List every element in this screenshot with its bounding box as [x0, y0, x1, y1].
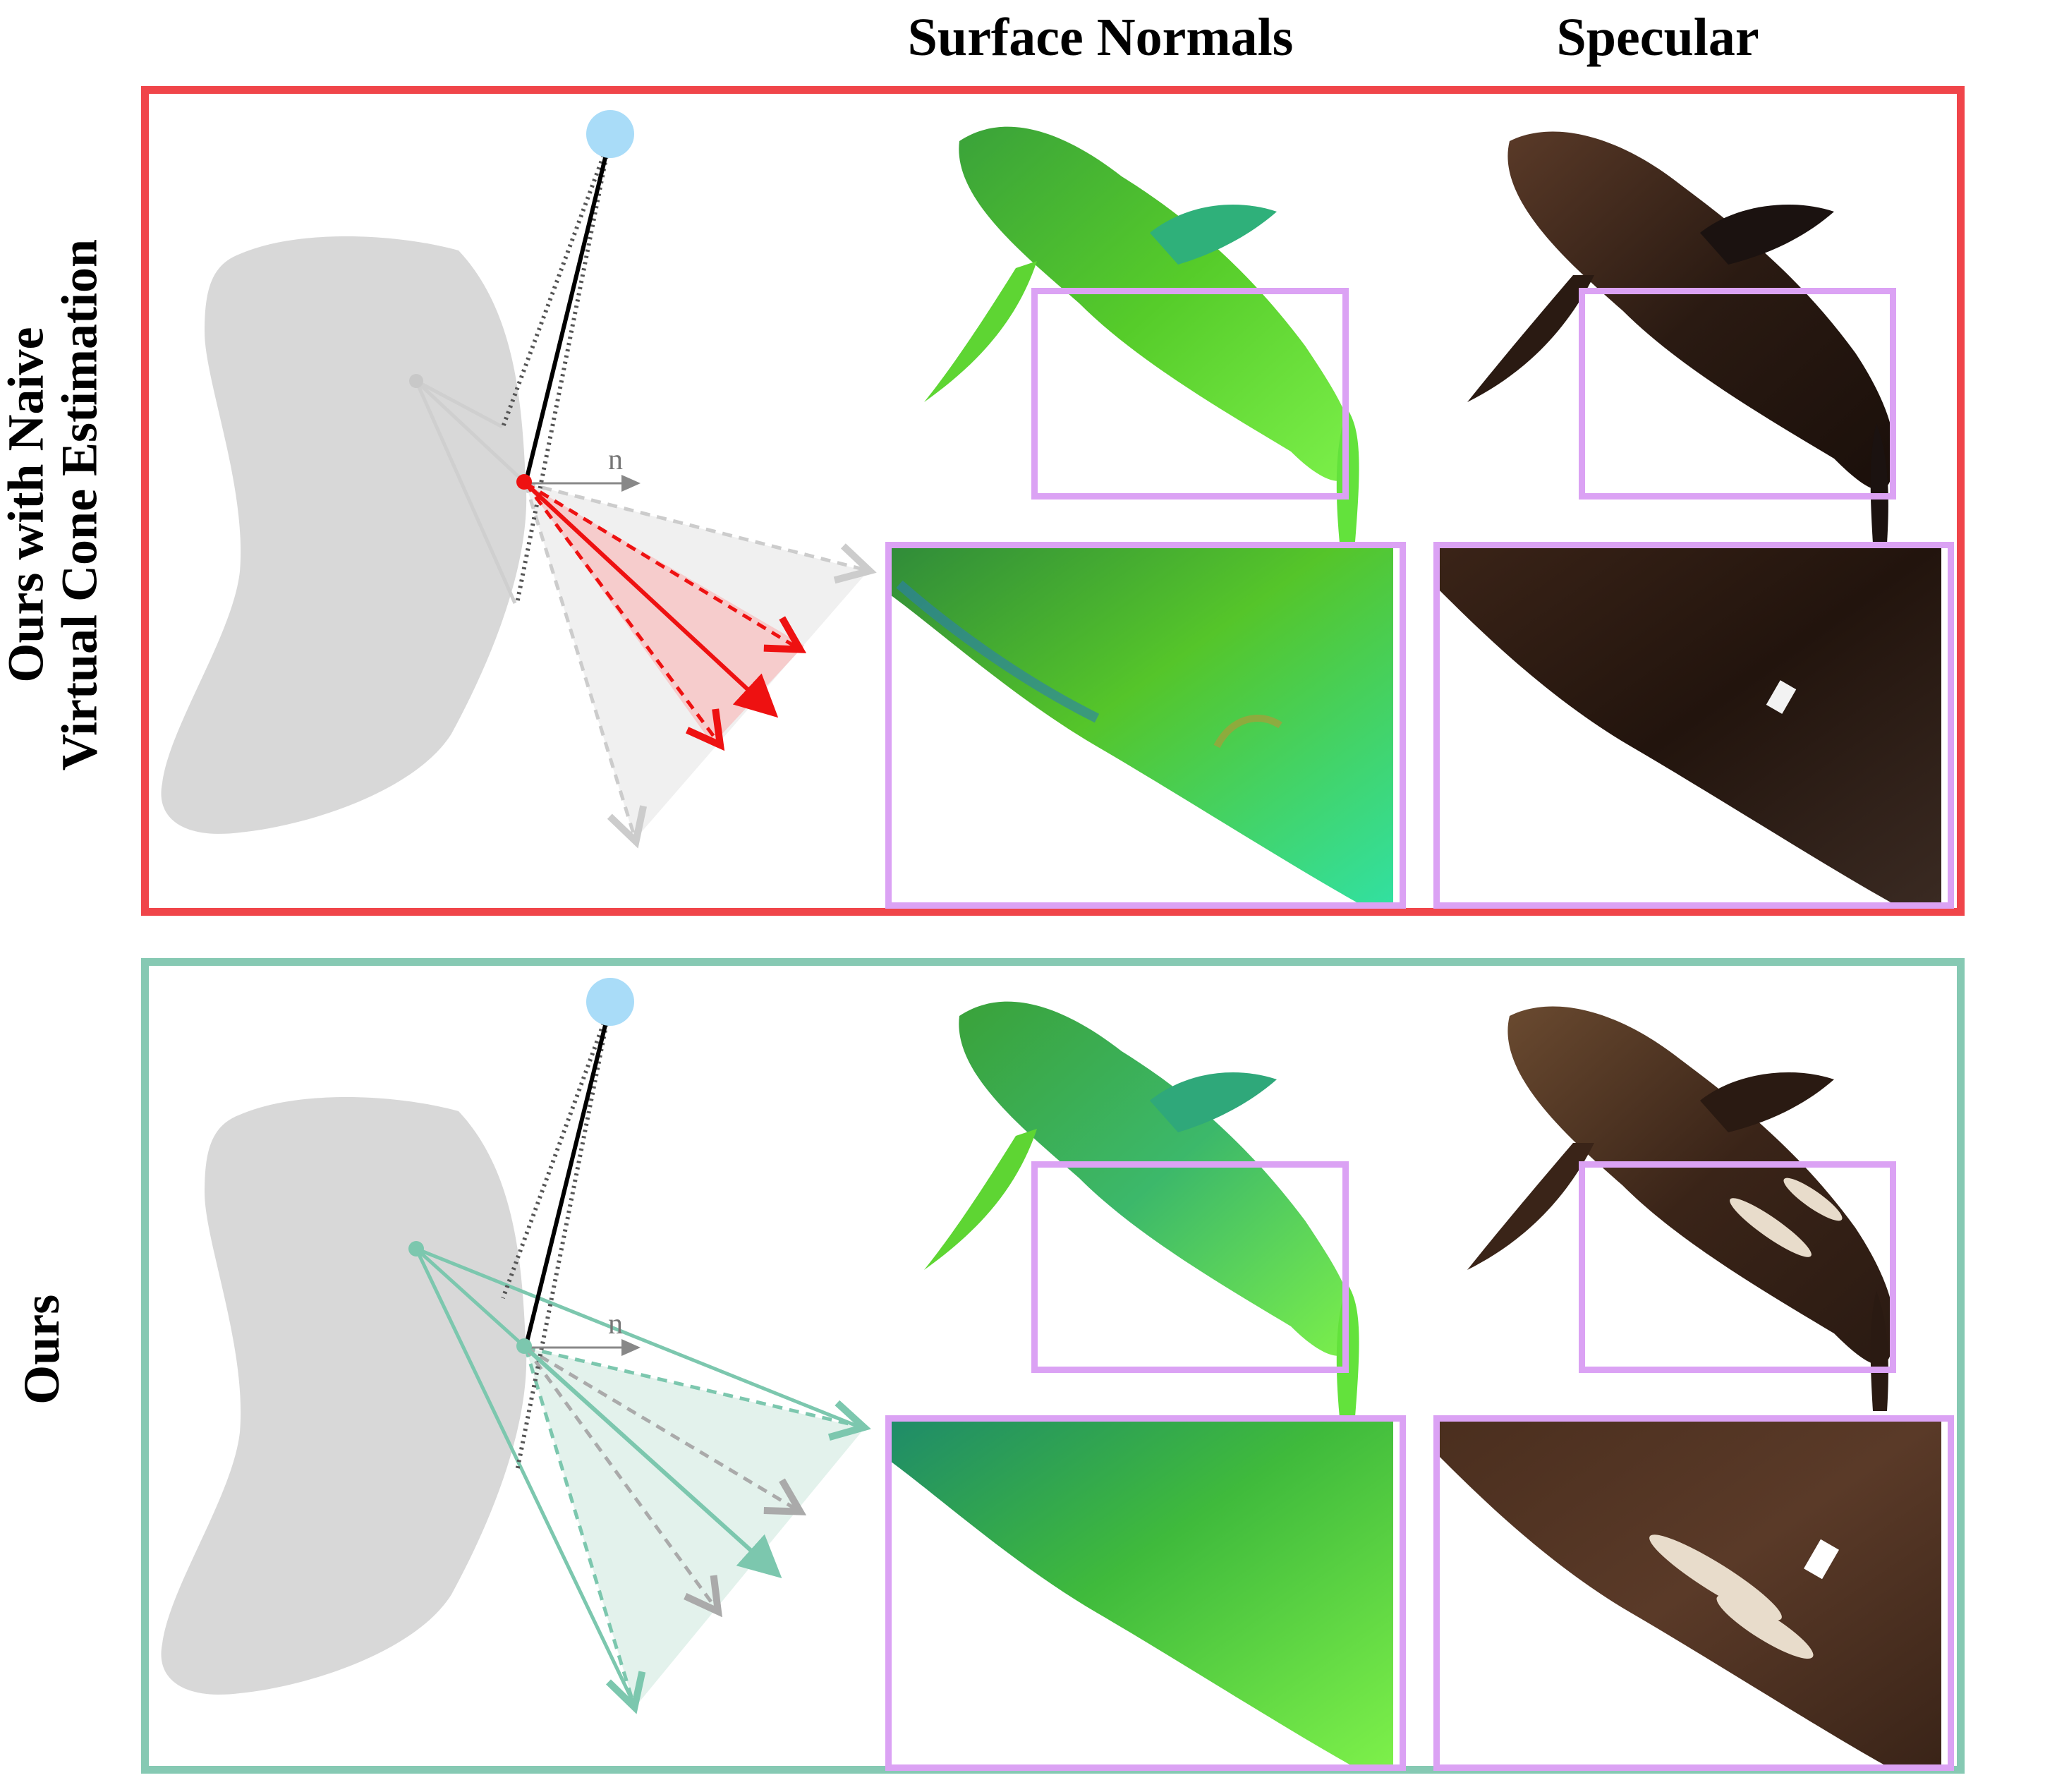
green-cone [526, 1348, 864, 1707]
normal-label-naive: n [608, 444, 623, 476]
zoom-inset-frame-specular-naive [1433, 542, 1954, 909]
object-blob [161, 236, 527, 834]
normals-render-ours [924, 1001, 1359, 1425]
zoom-inset-frame-normals-naive [885, 542, 1406, 909]
light-source [586, 110, 634, 158]
light-source-ours [586, 978, 634, 1026]
zoom-inset-frame-normals-ours [885, 1415, 1406, 1771]
zoom-inset-specular-ours [1433, 1415, 1941, 1765]
zoom-inset-normals-naive [885, 542, 1393, 903]
zoom-region-normals-naive [1031, 288, 1349, 500]
zoom-region-specular-naive [1579, 288, 1896, 500]
normal-label-ours: n [608, 1308, 623, 1340]
normals-render-naive [924, 126, 1359, 550]
zoom-region-specular-ours [1579, 1161, 1896, 1373]
zoom-inset-specular-naive [1433, 542, 1941, 903]
object-blob-ours [161, 1097, 527, 1695]
surface-point-ours [516, 1338, 532, 1354]
zoom-inset-normals-ours [885, 1415, 1393, 1765]
specular-render-ours [1467, 1006, 1895, 1411]
zoom-region-normals-ours [1031, 1161, 1349, 1373]
ours-cone-diagram: n [161, 978, 889, 1792]
zoom-inset-frame-specular-ours [1433, 1415, 1954, 1771]
specular-header: Specular [1556, 8, 1759, 67]
specular-render-naive [1467, 131, 1895, 543]
surface-point [516, 474, 532, 490]
naive-panel-frame [141, 86, 1965, 916]
surface-normals-header: Surface Normals [907, 8, 1294, 67]
naive-cone-diagram: n [161, 110, 889, 917]
